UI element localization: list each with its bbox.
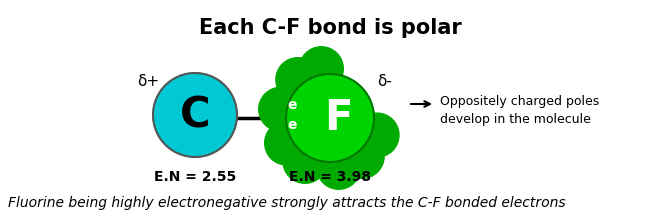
Text: Each C-F bond is polar: Each C-F bond is polar [199, 18, 461, 38]
Text: C: C [180, 94, 211, 136]
Circle shape [340, 134, 384, 178]
Text: E.N = 3.98: E.N = 3.98 [289, 170, 371, 184]
Text: e: e [287, 118, 297, 132]
Circle shape [283, 139, 327, 183]
Circle shape [276, 58, 320, 102]
Circle shape [317, 145, 360, 189]
Circle shape [259, 87, 303, 131]
Text: e: e [287, 98, 297, 112]
Circle shape [265, 121, 309, 165]
Circle shape [300, 47, 343, 91]
Text: develop in the molecule: develop in the molecule [440, 113, 591, 126]
Text: Fluorine being highly electronegative strongly attracts the C-F bonded electrons: Fluorine being highly electronegative st… [8, 196, 566, 210]
Text: δ-: δ- [378, 74, 393, 89]
Circle shape [286, 74, 374, 162]
Text: δ+: δ+ [137, 74, 159, 89]
Text: Oppositely charged poles: Oppositely charged poles [440, 95, 599, 108]
Text: E.N = 2.55: E.N = 2.55 [154, 170, 236, 184]
Circle shape [355, 113, 399, 157]
Circle shape [153, 73, 237, 157]
Text: F: F [324, 97, 352, 139]
